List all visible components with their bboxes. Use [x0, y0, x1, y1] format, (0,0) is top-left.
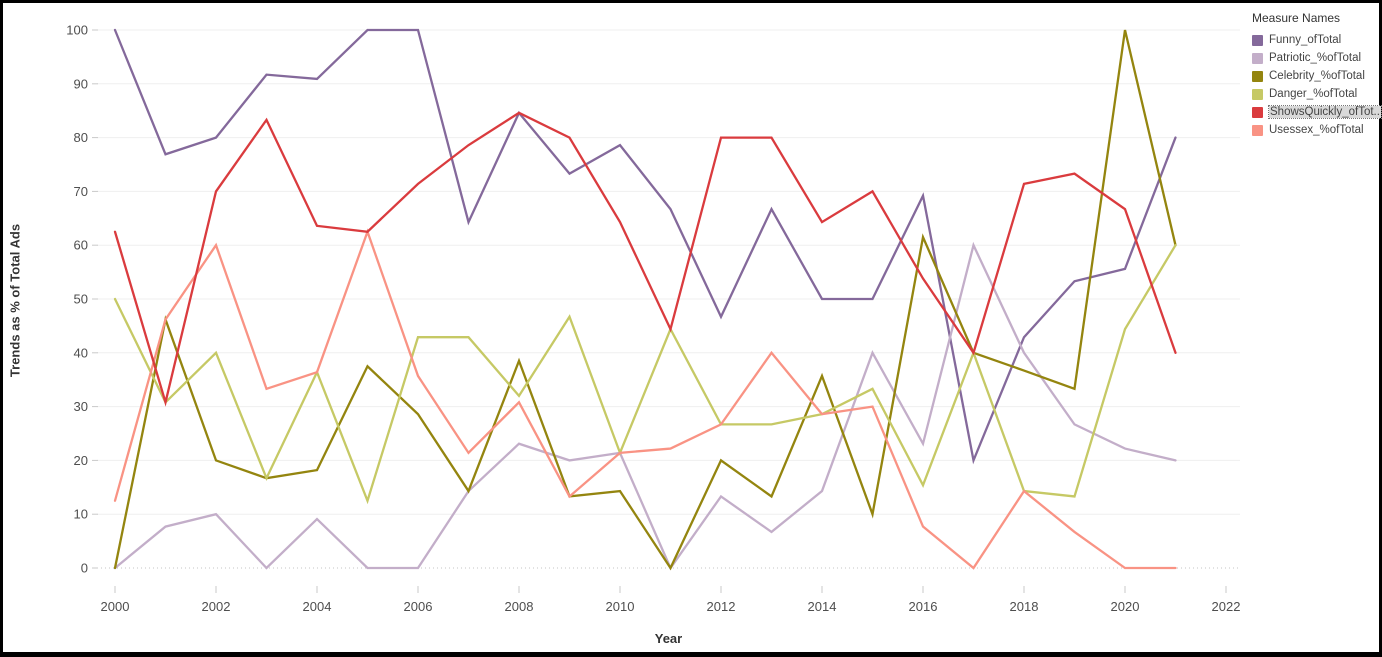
legend-label: Usessex_%ofTotal: [1269, 124, 1364, 136]
legend-item-celebrity-oftotal[interactable]: Celebrity_%ofTotal: [1252, 70, 1376, 82]
legend-swatch: [1252, 34, 1263, 46]
y-tick-label: 40: [74, 345, 88, 360]
legend: Measure Names Funny_ofTotal Patriotic_%of…: [1252, 11, 1382, 142]
y-tick-label: 100: [66, 23, 88, 38]
legend-label: Funny_ofTotal: [1269, 34, 1342, 46]
legend-label: Patriotic_%ofTotal: [1269, 52, 1362, 64]
y-tick-label: 10: [74, 507, 88, 522]
legend-swatch: [1252, 52, 1263, 64]
series-line-patriotic-oftotal[interactable]: [113, 241, 1177, 571]
series-line-usessex-oftotal[interactable]: [113, 228, 1177, 570]
x-tick-label: 2014: [808, 599, 837, 614]
y-tick-label: 80: [74, 130, 88, 145]
legend-item-showsquickly-oftot-[interactable]: ShowsQuickly_ofTot..: [1252, 105, 1382, 119]
x-tick-label: 2006: [404, 599, 433, 614]
series-line-danger-oftotal[interactable]: [113, 244, 1177, 505]
x-tick-label: 2010: [606, 599, 635, 614]
x-tick-label: 2018: [1010, 599, 1039, 614]
y-axis-title: Trends as % of Total Ads: [7, 223, 23, 378]
series-line-showsquickly-oftot-[interactable]: [113, 111, 1177, 407]
y-tick-label: 90: [74, 76, 88, 91]
legend-item-danger-oftotal[interactable]: Danger_%ofTotal: [1252, 88, 1376, 100]
legend-item-patriotic-oftotal[interactable]: Patriotic_%ofTotal: [1252, 52, 1376, 64]
legend-title: Measure Names: [1252, 11, 1341, 25]
x-tick-label: 2004: [303, 599, 332, 614]
x-tick-label: 2016: [909, 599, 938, 614]
y-tick-label: 20: [74, 453, 88, 468]
y-tick-label: 50: [74, 292, 88, 307]
x-tick-label: 2002: [202, 599, 231, 614]
line-chart[interactable]: 0 10 20 30 40 50 60 70 80 90 100 2000 2002 2004 2006 20…: [3, 3, 1379, 654]
legend-swatch: [1252, 70, 1263, 82]
x-tick-label: 2022: [1212, 599, 1241, 614]
x-tick-label: 2000: [101, 599, 130, 614]
y-tick-label: 70: [74, 184, 88, 199]
legend-label: Celebrity_%ofTotal: [1269, 70, 1365, 82]
axis-ticks: [92, 29, 1227, 593]
x-tick-label: 2012: [707, 599, 736, 614]
legend-label: ShowsQuickly_ofTot..: [1268, 105, 1382, 119]
y-tick-label: 0: [81, 561, 88, 576]
y-tick-label: 60: [74, 238, 88, 253]
legend-item-funny-oftotal[interactable]: Funny_ofTotal: [1252, 34, 1376, 46]
series-line-celebrity-oftotal[interactable]: [113, 29, 1177, 571]
x-tick-label: 2008: [505, 599, 534, 614]
gridlines: [97, 29, 1240, 569]
axis-tick-labels: 0 10 20 30 40 50 60 70 80 90 100 2000 2002 2004 2006 20…: [66, 23, 1240, 615]
x-tick-label: 2020: [1111, 599, 1140, 614]
y-tick-label: 30: [74, 399, 88, 414]
legend-swatch: [1252, 124, 1263, 136]
legend-swatch: [1252, 88, 1263, 100]
legend-item-usessex-oftotal[interactable]: Usessex_%ofTotal: [1252, 124, 1376, 136]
series-lines: [113, 28, 1177, 571]
series-line-funny-oftotal[interactable]: [113, 28, 1177, 465]
legend-swatch: [1252, 106, 1263, 118]
legend-label: Danger_%ofTotal: [1269, 88, 1358, 100]
x-axis-title: Year: [654, 631, 683, 646]
